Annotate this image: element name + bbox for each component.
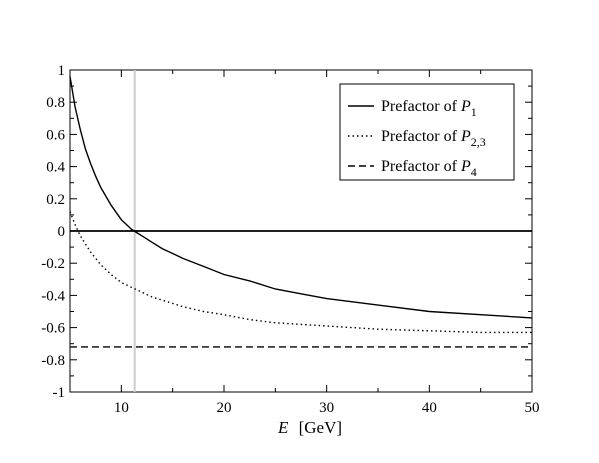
legend-label-1: Prefactor of P1 xyxy=(381,98,477,119)
series-line-2 xyxy=(69,211,532,334)
x-tick-label: 30 xyxy=(319,400,334,416)
x-tick-label: 40 xyxy=(422,400,437,416)
y-tick-label: 0.4 xyxy=(46,160,65,176)
x-axis-unit: [GeV] xyxy=(299,418,342,437)
y-tick-label: -0.4 xyxy=(41,288,65,304)
x-tick-label: 50 xyxy=(525,400,540,416)
x-axis-title: E [GeV] xyxy=(277,418,342,437)
legend: Prefactor of P1 Prefactor of P2,3 Prefacto… xyxy=(339,83,515,181)
tick-labels: 10 20 30 40 50 1 0.8 0.6 0.4 0.2 0 -0.2 -0.4 -0.6 -0.8… xyxy=(41,63,539,416)
legend-label-2: Prefactor of P2,3 xyxy=(381,128,486,149)
y-tick-label: 0.6 xyxy=(46,127,65,143)
legend-box xyxy=(339,83,515,181)
x-tick-label: 20 xyxy=(217,400,232,416)
axis-ticks xyxy=(69,69,533,393)
x-axis-variable: E xyxy=(277,418,289,437)
y-tick-label: -0.8 xyxy=(41,353,65,369)
y-tick-label: 0.2 xyxy=(46,192,65,208)
legend-label-3: Prefactor of P4 xyxy=(381,158,477,179)
y-tick-label: 0.8 xyxy=(46,95,65,111)
y-tick-label: 0 xyxy=(58,224,66,240)
series-lines xyxy=(69,76,533,348)
y-tick-label: -1 xyxy=(53,385,66,401)
y-tick-label: -0.2 xyxy=(41,256,65,272)
series-line-1 xyxy=(69,76,533,319)
y-tick-label: 1 xyxy=(58,63,66,79)
y-tick-label: -0.6 xyxy=(41,321,65,337)
x-tick-label: 10 xyxy=(114,400,129,416)
